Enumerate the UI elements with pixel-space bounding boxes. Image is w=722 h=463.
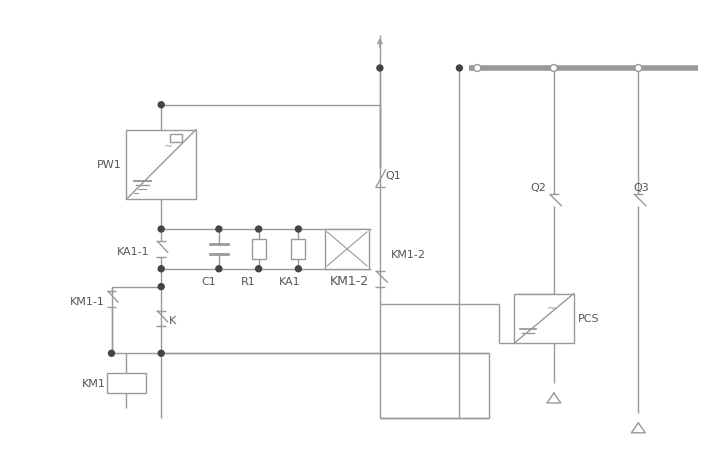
Bar	[514, 294, 574, 344]
Text: Q3: Q3	[633, 183, 649, 193]
Bar	[126, 130, 196, 200]
Text: KM1-2: KM1-2	[391, 249, 426, 259]
Circle shape	[216, 266, 222, 272]
Bar	[252, 239, 266, 259]
Text: ~: ~	[164, 141, 173, 151]
Circle shape	[216, 226, 222, 232]
Bar	[292, 239, 305, 259]
Circle shape	[158, 266, 164, 272]
Circle shape	[256, 226, 261, 232]
Circle shape	[108, 350, 115, 357]
Circle shape	[474, 65, 481, 72]
Circle shape	[158, 226, 164, 232]
Circle shape	[295, 266, 301, 272]
Text: ~: ~	[547, 303, 557, 313]
Text: C1: C1	[201, 276, 216, 286]
Text: K: K	[169, 316, 176, 326]
Bar	[170, 134, 182, 142]
Text: Q1: Q1	[386, 171, 401, 181]
Text: KM1: KM1	[82, 378, 105, 388]
Text: Q2: Q2	[530, 183, 546, 193]
Text: PW1: PW1	[97, 160, 121, 170]
Circle shape	[256, 266, 261, 272]
Text: PCS: PCS	[578, 314, 599, 324]
Circle shape	[550, 65, 557, 72]
Text: R1: R1	[240, 276, 256, 286]
Circle shape	[295, 226, 301, 232]
Text: KA1-1: KA1-1	[116, 246, 149, 257]
Text: KM1-1: KM1-1	[70, 296, 105, 306]
Text: KA1: KA1	[279, 276, 300, 286]
Circle shape	[635, 65, 642, 72]
Bar	[107, 373, 147, 393]
Circle shape	[158, 350, 164, 357]
Bar	[325, 230, 369, 269]
Circle shape	[377, 66, 383, 72]
Circle shape	[158, 103, 164, 108]
Text: KM1-2: KM1-2	[330, 275, 370, 288]
Circle shape	[456, 66, 462, 72]
Circle shape	[158, 284, 164, 290]
